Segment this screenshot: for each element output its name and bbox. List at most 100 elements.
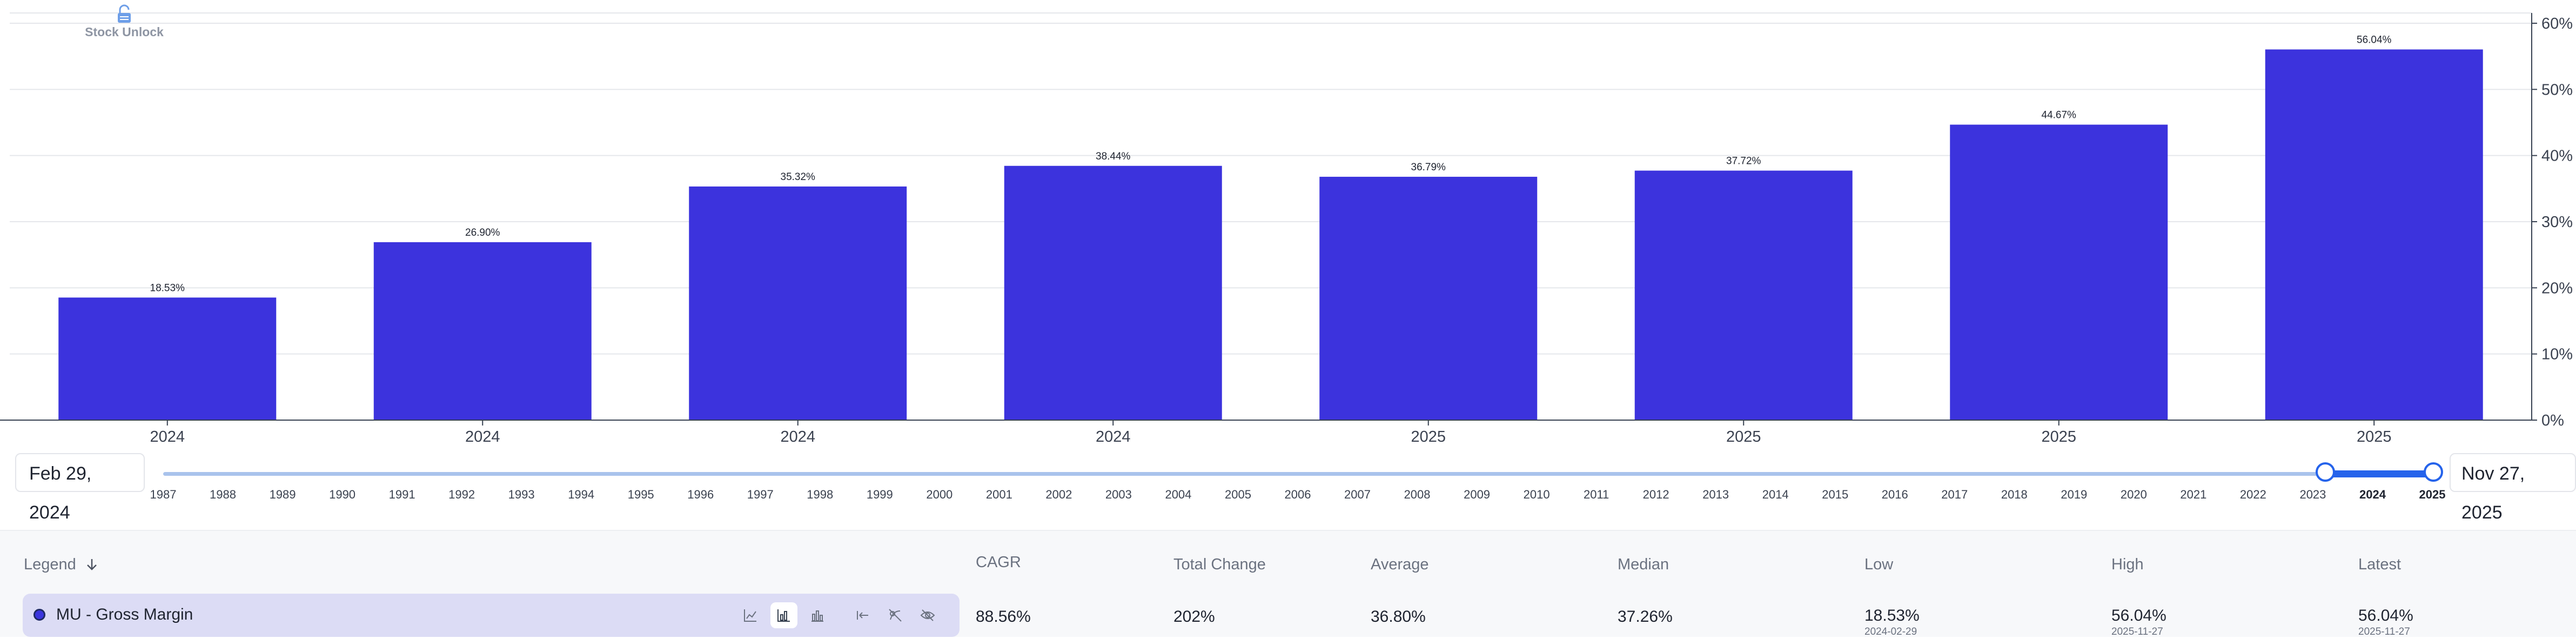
x-tick-label: 2024	[1096, 428, 1131, 446]
legend-header-label: Legend	[24, 556, 76, 573]
bar	[1004, 165, 1222, 420]
bar	[58, 297, 277, 420]
stat-value: 88.56%	[976, 608, 1031, 626]
year-label[interactable]: 2003	[1105, 488, 1132, 501]
data-label: 44.67%	[2042, 110, 2077, 121]
stat-value: 202%	[1173, 608, 1215, 626]
year-label[interactable]: 1987	[150, 488, 177, 501]
year-label[interactable]: 2009	[1464, 488, 1491, 501]
year-label[interactable]: 1997	[747, 488, 774, 501]
end-date-field[interactable]: Nov 27, 2025	[2450, 453, 2576, 523]
bar	[1634, 170, 1853, 420]
year-label[interactable]: 1999	[866, 488, 893, 501]
year-label[interactable]: 1996	[687, 488, 714, 501]
column-header[interactable]: Total Change	[1173, 556, 1266, 573]
arrow-down-icon[interactable]	[85, 557, 99, 571]
year-label[interactable]: 2008	[1404, 488, 1431, 501]
stat-value: 36.80%	[1371, 608, 1426, 626]
bar-chart-icon[interactable]	[770, 602, 797, 628]
hide-axis-icon[interactable]	[882, 602, 909, 628]
year-label[interactable]: 2024	[2359, 488, 2386, 501]
bar	[373, 242, 592, 420]
stat-date: 2025-11-27	[2111, 626, 2163, 637]
stat-date: 2025-11-27	[2358, 626, 2410, 637]
data-label: 56.04%	[2357, 34, 2392, 45]
brand-logo[interactable]: Stock Unlock	[81, 4, 167, 39]
y-tick-label: 60%	[2541, 15, 2573, 32]
year-slider-track[interactable]	[163, 472, 2432, 476]
data-label: 38.44%	[1096, 151, 1131, 162]
x-tick-label: 2025	[2357, 428, 2392, 446]
legend-row-series[interactable]: MU - Gross Margin	[23, 594, 960, 637]
grouped-bar-icon[interactable]	[804, 602, 831, 628]
year-label[interactable]: 2023	[2299, 488, 2326, 501]
year-label[interactable]: 1991	[388, 488, 415, 501]
year-label[interactable]: 1995	[627, 488, 654, 501]
y-tick-label: 30%	[2541, 214, 2573, 231]
year-label[interactable]: 2016	[1881, 488, 1908, 501]
year-label[interactable]: 1993	[508, 488, 535, 501]
start-date-field[interactable]: Feb 29, 2024	[15, 453, 145, 523]
slider-handle-start[interactable]	[2316, 462, 2335, 482]
year-label[interactable]: 2005	[1224, 488, 1251, 501]
x-tick-label: 2025	[1726, 428, 1761, 446]
column-header[interactable]: Median	[1618, 556, 1669, 573]
y-tick-label: 10%	[2541, 346, 2573, 363]
line-chart-icon[interactable]	[737, 602, 764, 628]
year-label[interactable]: 1998	[807, 488, 834, 501]
x-tick-label: 2024	[780, 428, 815, 446]
legend-header[interactable]: Legend	[24, 556, 99, 574]
year-label[interactable]: 2015	[1822, 488, 1849, 501]
y-tick-label: 0%	[2541, 412, 2564, 429]
column-header[interactable]: Low	[1864, 556, 1894, 573]
year-label[interactable]: 2006	[1284, 488, 1311, 501]
stat-value: 56.04%	[2111, 607, 2166, 624]
brand-name: Stock Unlock	[85, 25, 164, 39]
bar	[1319, 176, 1538, 420]
stat-value: 56.04%	[2358, 607, 2413, 624]
bar-chart: 0% 10% 20% 30% 40% 50% 60% 18.53% 2024 26.90% 2024…	[0, 12, 2573, 446]
stat-date: 2024-02-29	[1864, 626, 1917, 637]
slider-handle-end[interactable]	[2424, 462, 2443, 482]
year-slider-range[interactable]	[2325, 470, 2433, 477]
year-label[interactable]: 2021	[2180, 488, 2207, 501]
year-label[interactable]: 2013	[1702, 488, 1729, 501]
year-label[interactable]: 2004	[1165, 488, 1192, 501]
column-header[interactable]: High	[2111, 556, 2144, 573]
year-label[interactable]: 2001	[985, 488, 1012, 501]
year-label[interactable]: 2010	[1523, 488, 1550, 501]
bar	[1950, 124, 2168, 421]
column-header[interactable]: CAGR	[976, 554, 1021, 571]
year-label[interactable]: 2000	[926, 488, 953, 501]
year-label[interactable]: 2011	[1583, 488, 1609, 501]
year-label[interactable]: 2014	[1762, 488, 1789, 501]
year-label[interactable]: 1992	[448, 488, 475, 501]
bar	[2265, 49, 2483, 421]
year-label[interactable]: 2019	[2061, 488, 2088, 501]
series-color-dot	[33, 609, 45, 621]
data-label: 37.72%	[1726, 156, 1761, 167]
y-tick-label: 50%	[2541, 81, 2573, 98]
year-label[interactable]: 2025	[2419, 488, 2446, 501]
column-header[interactable]: Average	[1371, 556, 1429, 573]
year-label[interactable]: 2018	[2001, 488, 2028, 501]
arrow-left-bar-icon[interactable]	[849, 602, 876, 628]
series-name: MU - Gross Margin	[56, 606, 193, 623]
y-tick-label: 40%	[2541, 148, 2573, 165]
year-label[interactable]: 2007	[1344, 488, 1371, 501]
year-label[interactable]: 2022	[2239, 488, 2266, 501]
data-label: 35.32%	[781, 171, 816, 183]
data-label: 26.90%	[465, 227, 500, 238]
bar	[689, 186, 907, 420]
year-label[interactable]: 1994	[568, 488, 595, 501]
year-label[interactable]: 1990	[329, 488, 356, 501]
year-label[interactable]: 2002	[1045, 488, 1072, 501]
year-label[interactable]: 1988	[210, 488, 236, 501]
year-label[interactable]: 2012	[1642, 488, 1669, 501]
year-label[interactable]: 2017	[1941, 488, 1968, 501]
year-label[interactable]: 2020	[2120, 488, 2147, 501]
x-tick-label: 2024	[150, 428, 185, 446]
hide-eye-icon[interactable]	[914, 602, 941, 628]
column-header[interactable]: Latest	[2358, 556, 2401, 573]
year-label[interactable]: 1989	[269, 488, 296, 501]
